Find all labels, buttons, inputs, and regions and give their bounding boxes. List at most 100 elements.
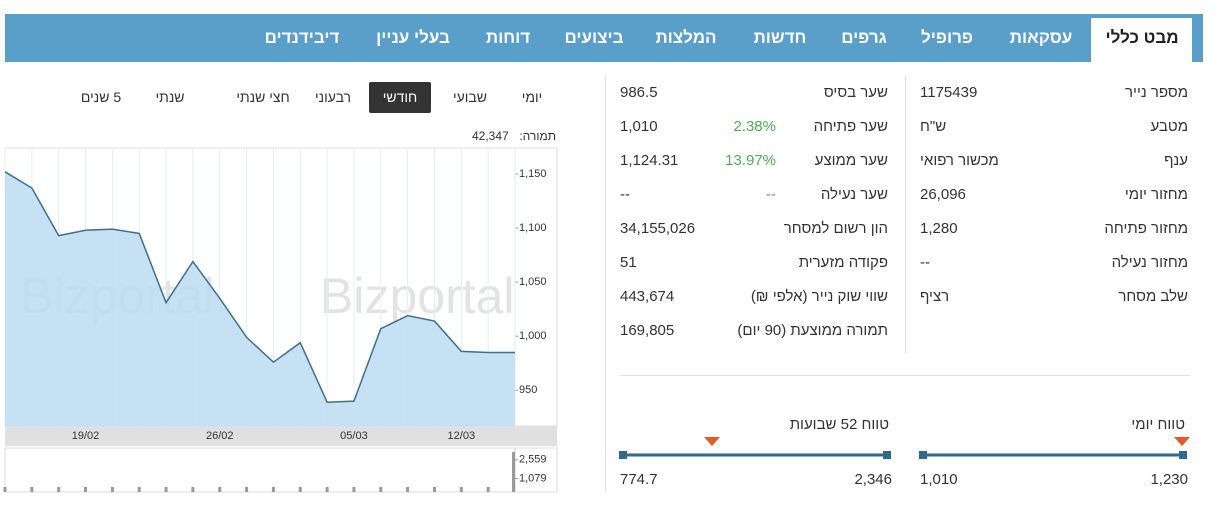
info-value: 169,805: [620, 322, 675, 339]
range-low: 1,010: [920, 471, 958, 488]
divider: [905, 75, 906, 353]
info-label: מחזור נעילה: [1111, 254, 1188, 271]
range-title: טווח יומי: [1131, 416, 1185, 433]
info-label: תמורה ממוצעת (90 יום): [737, 322, 888, 339]
info-label: מספר נייר: [1125, 84, 1188, 101]
period-button[interactable]: שנתי: [155, 89, 185, 105]
volume-bar: [218, 486, 222, 492]
volume-bar: [84, 486, 88, 492]
period-button[interactable]: שבועי: [452, 89, 488, 105]
info-value: מכשור רפואי: [920, 152, 999, 169]
divider: [605, 75, 606, 492]
range-end: [883, 451, 891, 459]
nav-tab[interactable]: חדשות: [753, 28, 807, 47]
period-button[interactable]: חודשי: [382, 89, 418, 105]
volume-bar: [137, 486, 141, 492]
info-value: 51: [620, 254, 637, 271]
info-label: מחזור יומי: [1124, 186, 1188, 203]
info-value: ש"ח: [920, 118, 947, 135]
volume-bar: [459, 486, 463, 492]
volume-bar: [191, 486, 195, 492]
nav-tab[interactable]: מבט כללי: [1105, 28, 1179, 47]
info-change: 13.97%: [725, 152, 776, 169]
period-button[interactable]: חצי שנתי: [236, 89, 290, 105]
range-high: 2,346: [854, 471, 892, 488]
info-change: 2.38%: [733, 118, 776, 135]
info-label: ענף: [1164, 152, 1188, 169]
x-tick-label: 19/02: [72, 430, 100, 442]
range-marker: [704, 437, 720, 446]
info-label: הון רשום למסחר: [783, 220, 888, 237]
volume-bar: [432, 486, 436, 492]
range-marker: [1174, 437, 1190, 446]
x-tick-label: 12/03: [448, 430, 476, 442]
info-value: 986.5: [620, 84, 658, 101]
volume-bar: [3, 486, 7, 492]
volume-bar: [164, 486, 168, 492]
info-label: שער פתיחה: [813, 118, 888, 135]
volume-bar: [30, 486, 34, 492]
y-tick-label: 2,559: [519, 454, 547, 466]
x-tick-label: 26/02: [206, 430, 234, 442]
volume-bar: [245, 486, 249, 492]
volume-bar: [512, 452, 515, 492]
info-label: שווי שוק נייר (אלפי ₪): [750, 288, 888, 305]
info-value: 1,280: [920, 220, 958, 237]
nav-bar: [5, 14, 1203, 62]
volume-bar: [271, 486, 275, 492]
info-value: --: [620, 186, 630, 203]
nav-tab[interactable]: פרופיל: [921, 28, 973, 47]
y-tick-label: 1,000: [519, 330, 547, 342]
y-tick-label: 1,079: [519, 472, 547, 484]
info-value: 443,674: [620, 288, 675, 305]
info-value: 34,155,026: [620, 220, 696, 237]
volume-bar: [379, 486, 383, 492]
range-end: [919, 451, 927, 459]
nav-tab[interactable]: דיבידנדים: [264, 28, 340, 47]
info-label: שער בסיס: [823, 84, 888, 101]
range-end: [619, 451, 627, 459]
nav-tab[interactable]: גרפים: [841, 28, 887, 47]
info-value: 26,096: [920, 186, 966, 203]
nav-tab[interactable]: עסקאות: [1009, 28, 1073, 47]
turnover-label: תמורה:: [519, 129, 556, 143]
range-low: 774.7: [620, 471, 658, 488]
period-button[interactable]: רבעוני: [314, 89, 352, 105]
info-label: שער נעילה: [820, 186, 888, 203]
info-label: מחזור פתיחה: [1104, 220, 1188, 237]
info-label: פקודה מזערית: [798, 254, 888, 271]
volume-bar: [298, 486, 302, 492]
active-period-bg: [369, 82, 431, 113]
volume-bar: [110, 486, 114, 492]
range-title: טווח 52 שבועות: [789, 416, 889, 433]
y-tick-label: 950: [519, 384, 537, 396]
volume-bar: [57, 486, 61, 492]
x-tick-label: 05/03: [340, 430, 368, 442]
nav-tab[interactable]: דוחות: [485, 28, 531, 47]
nav-tab[interactable]: המלצות: [655, 28, 717, 47]
turnover-value: 42,347: [472, 129, 509, 143]
watermark: Bizportal: [320, 268, 515, 324]
price-area: [5, 171, 515, 426]
volume-bar: [486, 486, 490, 492]
info-change: --: [766, 186, 776, 203]
info-label: שלב מסחר: [1118, 288, 1188, 305]
nav-tab[interactable]: בעלי עניין: [376, 28, 450, 47]
info-value: רציף: [920, 288, 950, 305]
period-button[interactable]: 5 שנים: [80, 89, 122, 105]
range-end: [1179, 451, 1187, 459]
divider: [620, 375, 1190, 376]
info-value: 1,124.31: [620, 152, 679, 169]
y-tick-label: 1,100: [519, 222, 547, 234]
info-value: 1175439: [920, 84, 978, 101]
y-tick-label: 1,150: [519, 168, 547, 180]
range-high: 1,230: [1150, 471, 1188, 488]
nav-tab[interactable]: ביצועים: [564, 28, 624, 47]
volume-bar: [352, 486, 356, 492]
volume-bar: [406, 486, 410, 492]
active-tab-bg: [1091, 18, 1192, 64]
y-tick-label: 1,050: [519, 276, 547, 288]
period-button[interactable]: יומי: [521, 89, 543, 105]
